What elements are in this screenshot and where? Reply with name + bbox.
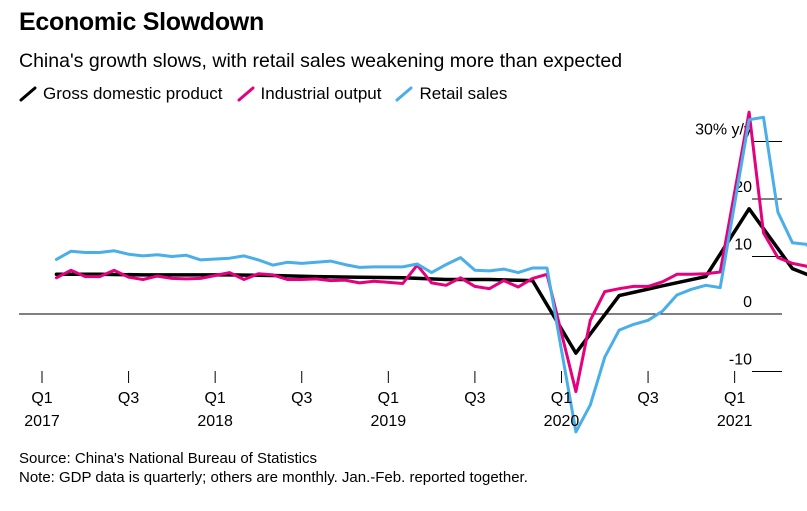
x-tick-label: Q1: [204, 390, 225, 407]
x-tick-label: Q3: [291, 390, 312, 407]
legend-item-retail: Retail sales: [395, 84, 507, 104]
x-tick-label: Q1: [378, 390, 399, 407]
x-tick-label: Q3: [637, 390, 658, 407]
footnote: Note: GDP data is quarterly; others are …: [19, 469, 528, 486]
x-tick-year-label: 2019: [371, 413, 407, 430]
series-line-industrial-output: [54, 110, 807, 394]
legend-item-gdp: Gross domestic product: [19, 84, 223, 104]
x-tick-label: Q1: [31, 390, 52, 407]
legend-swatch-gdp: [19, 86, 37, 102]
y-tick-label: 0: [743, 294, 752, 311]
x-tick-label: Q1: [551, 390, 572, 407]
x-tick-year-label: 2021: [717, 413, 753, 430]
legend-swatch-retail: [395, 86, 413, 102]
series-line-retail-sales: [54, 115, 807, 434]
legend-swatch-industrial: [237, 86, 255, 102]
legend-label-gdp: Gross domestic product: [43, 84, 223, 103]
x-tick-year-label: 2017: [24, 413, 60, 430]
x-tick-label: Q3: [118, 390, 139, 407]
x-tick-year-label: 2020: [544, 413, 580, 430]
series-line-gdp: [54, 207, 807, 355]
legend-label-retail: Retail sales: [419, 84, 508, 103]
chart-title: Economic Slowdown: [19, 8, 264, 36]
y-tick-label: 10: [734, 237, 752, 254]
y-tick-label: -10: [729, 352, 752, 369]
chart-subtitle: China's growth slows, with retail sales …: [19, 50, 623, 72]
y-tick-label: 30% y/y: [695, 122, 752, 139]
source-note: Source: China's National Bureau of Stati…: [19, 450, 318, 467]
legend-label-industrial: Industrial output: [260, 84, 382, 103]
legend-item-industrial: Industrial output: [237, 84, 382, 104]
legend: Gross domestic product Industrial output…: [19, 84, 521, 104]
x-tick-label: Q1: [724, 390, 745, 407]
x-tick-label: Q3: [464, 390, 485, 407]
x-tick-year-label: 2018: [197, 413, 233, 430]
